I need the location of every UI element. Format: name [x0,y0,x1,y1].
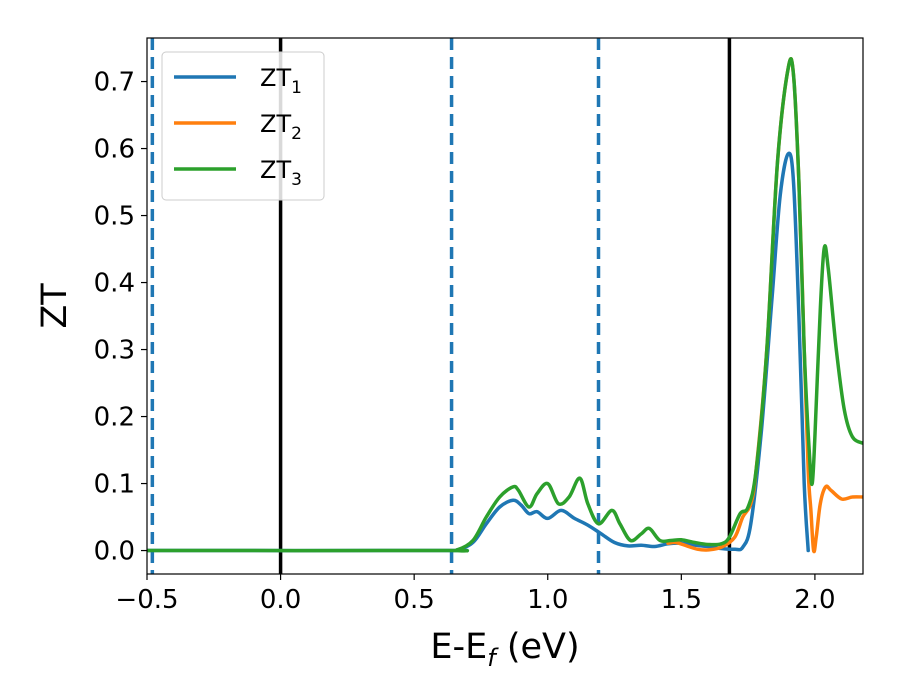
y-tick-label: 0.7 [94,68,135,98]
plot-frame [146,37,864,575]
legend-label-zt3: ZT3 [260,156,302,190]
series-lines [147,57,863,554]
legend-box [161,51,325,201]
legend-label-zt1: ZT1 [260,64,302,98]
legend: ZT1 ZT2 ZT3 [161,51,325,201]
y-tick-label: 0.0 [94,537,135,567]
x-axis-ticks: −0.5 0.0 0.5 1.0 1.5 2.0 [115,574,836,615]
y-tick-label: 0.1 [94,470,135,500]
y-tick-label: 0.5 [94,202,135,232]
y-tick-label: 0.4 [94,269,135,299]
x-tick-label: 0.5 [393,585,434,615]
series-line-zt1 [147,151,810,553]
x-tick-label: 2.0 [794,585,835,615]
y-tick-label: 0.3 [94,336,135,366]
x-tick-label: 1.0 [527,585,568,615]
legend-label-zt2: ZT2 [260,110,302,144]
y-axis-label: ZT [35,283,75,329]
x-tick-label: 0.0 [260,585,301,615]
series-line-zt3 [147,57,863,553]
x-axis-label: E-Ef (eV) [430,627,579,672]
y-axis-ticks: 0.0 0.1 0.2 0.3 0.4 0.5 0.6 0.7 [94,68,147,567]
y-tick-label: 0.6 [94,135,135,165]
x-tick-label: 1.5 [661,585,702,615]
y-tick-label: 0.2 [94,403,135,433]
x-tick-label: −0.5 [115,585,178,615]
